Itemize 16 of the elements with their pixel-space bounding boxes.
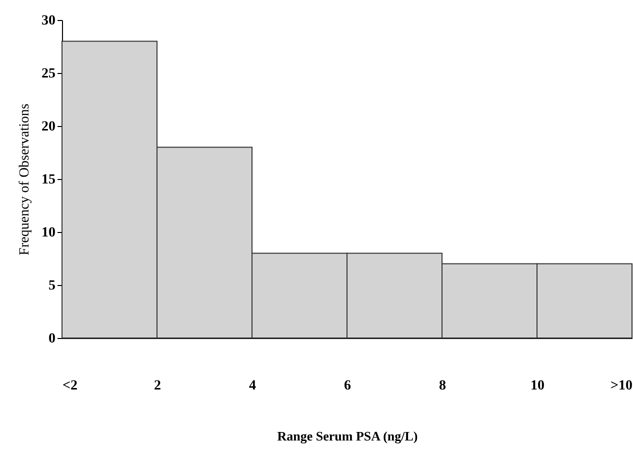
x-tick-label: >10	[610, 378, 632, 394]
x-tick-label: 6	[344, 378, 351, 394]
y-tick-label: 0	[48, 332, 56, 346]
y-tick-label: 15	[42, 172, 56, 188]
x-tick-label: 4	[249, 378, 256, 394]
y-axis-title: Frequency of Observations	[18, 104, 32, 256]
y-tick-label: 5	[48, 278, 56, 294]
y-tick-label: 30	[42, 14, 56, 28]
y-tick-label: 10	[42, 226, 56, 240]
x-tick-label: <2	[62, 378, 78, 394]
y-tick-label: 20	[42, 120, 56, 134]
x-axis-title: Range Serum PSA (ng/L)	[277, 428, 418, 444]
x-tick-label: 10	[530, 378, 544, 394]
x-tick-label: 8	[439, 378, 446, 394]
x-tick-label: 2	[154, 378, 161, 394]
y-tick-label: 25	[42, 66, 56, 82]
